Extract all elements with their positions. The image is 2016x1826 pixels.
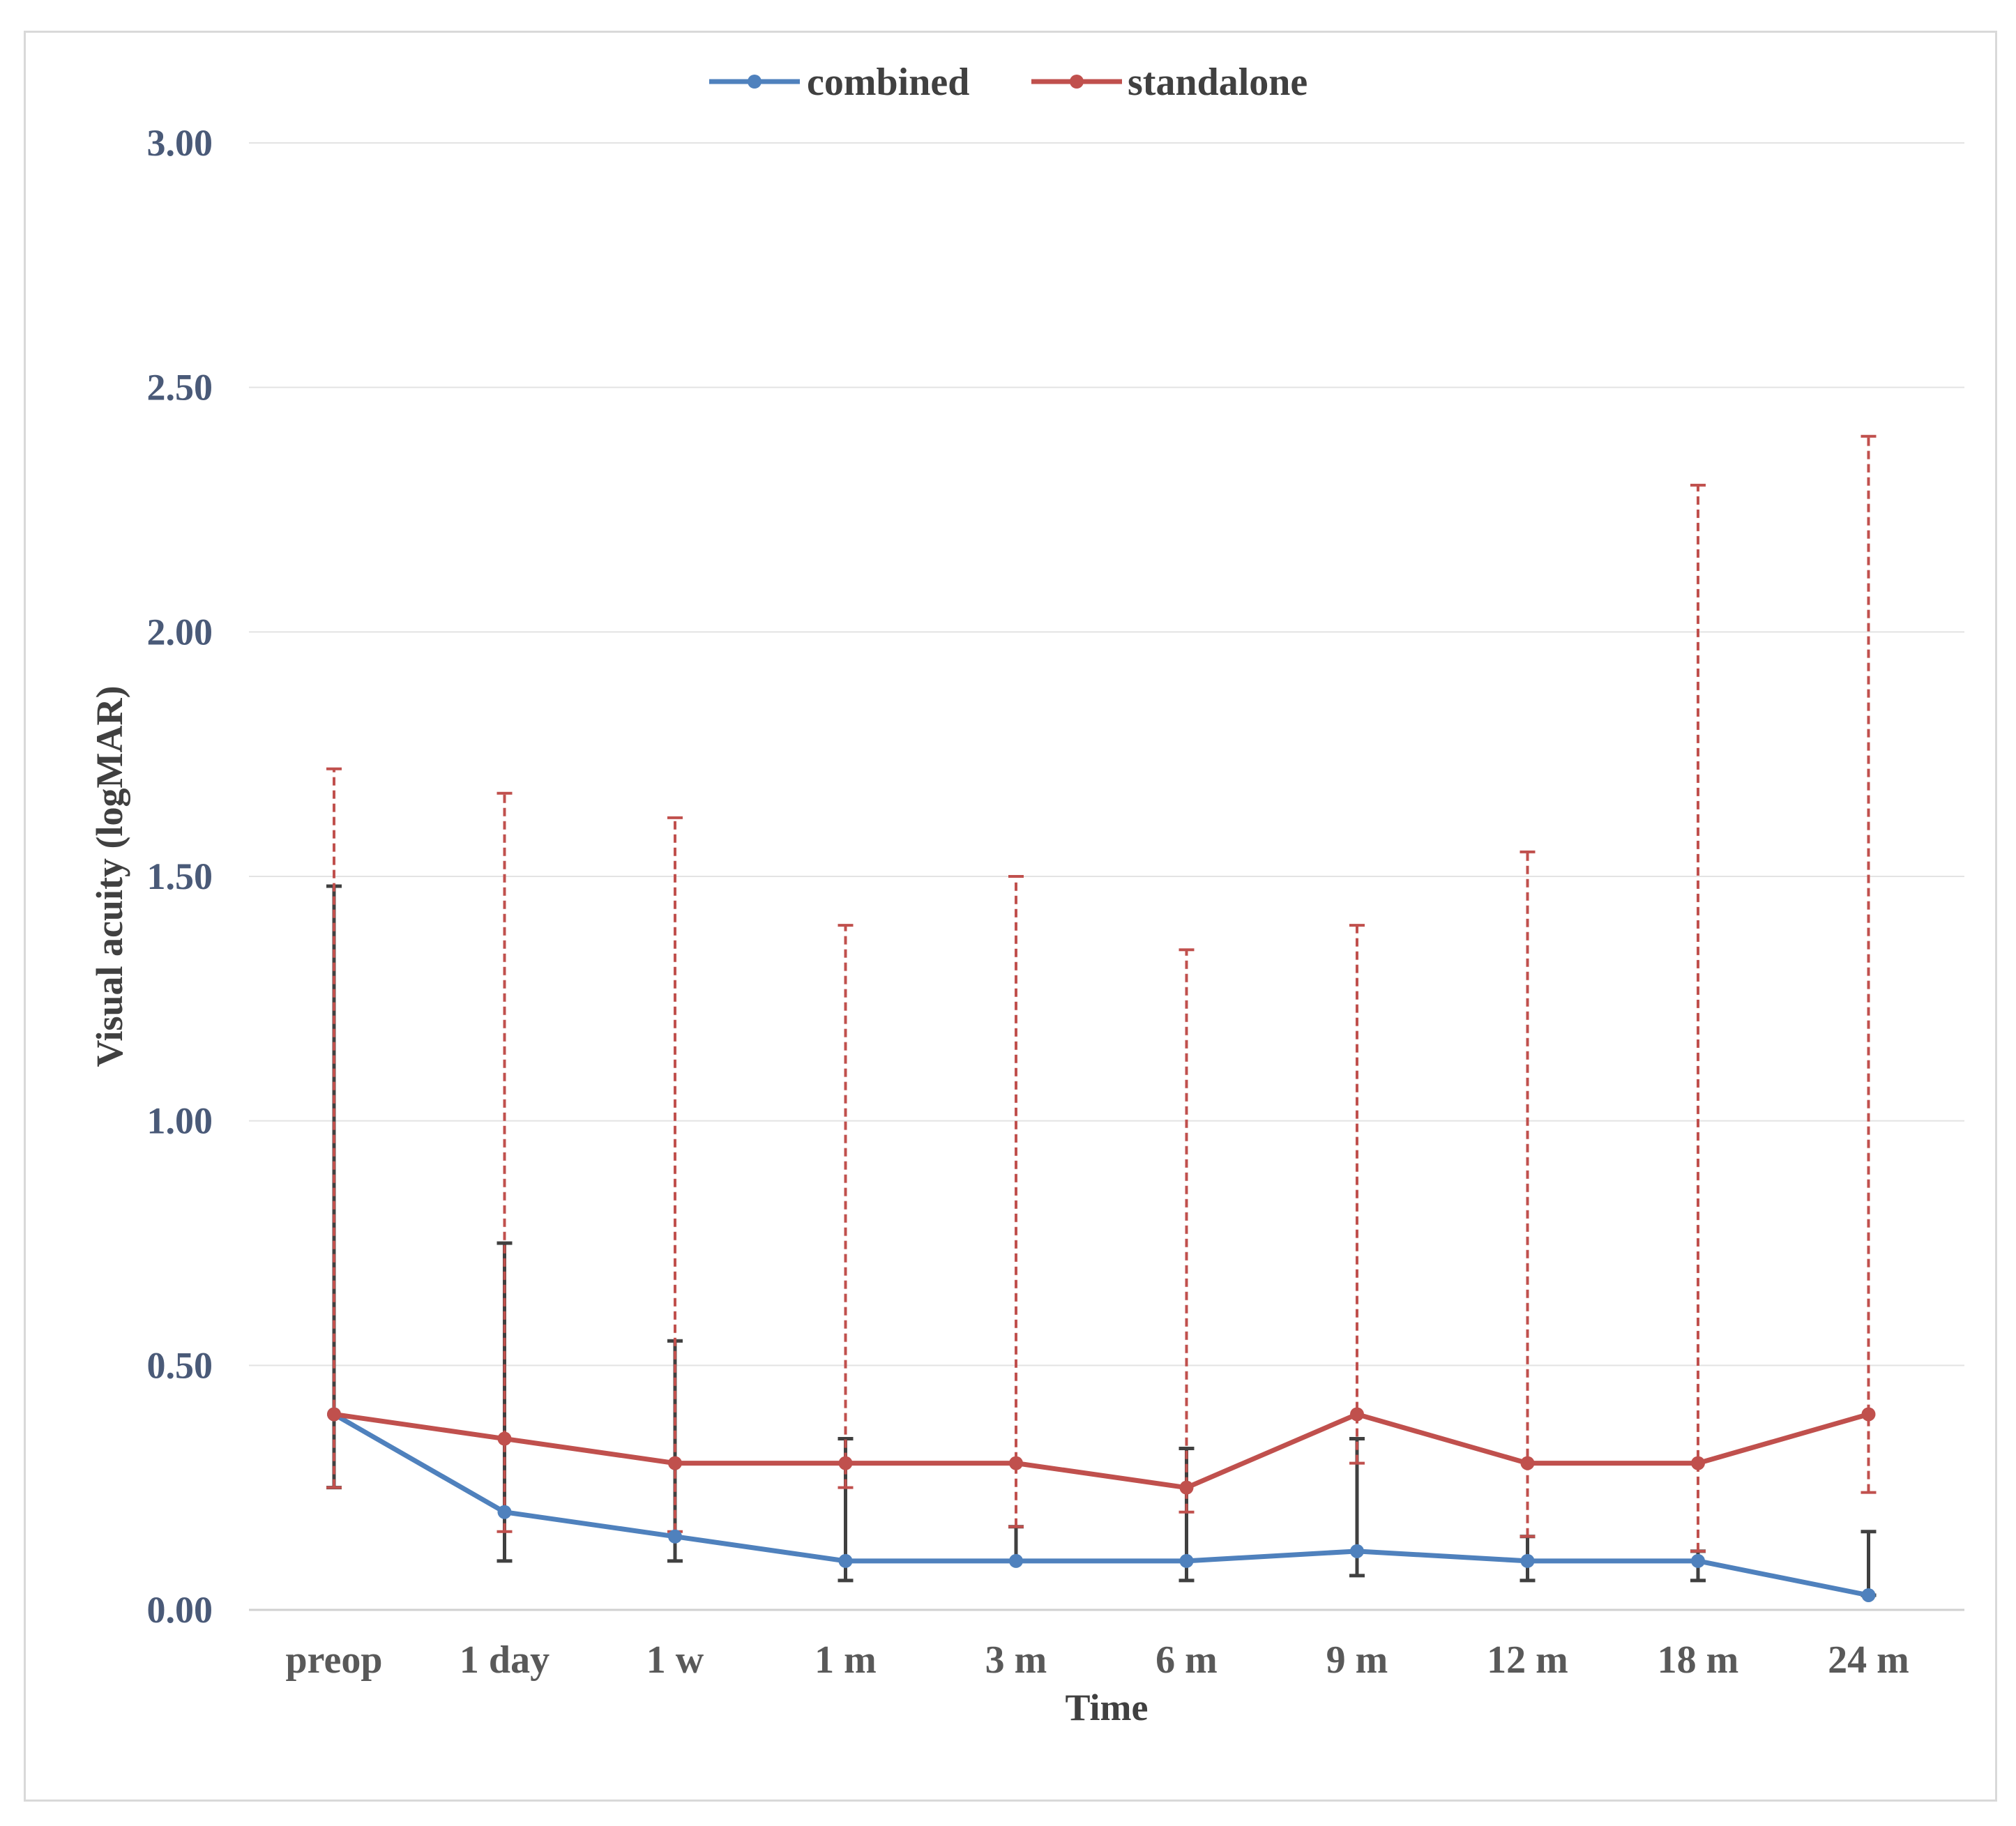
legend-marker-combined [748,75,761,89]
data-point-combined [497,1505,512,1519]
y-tick-label: 3.00 [147,122,213,164]
x-tick-label: 6 m [1155,1638,1218,1682]
legend: combined standalone [709,61,1308,104]
legend-label-standalone: standalone [1128,61,1308,104]
data-point-combined [1350,1544,1364,1558]
x-tick-label: preop [286,1638,383,1682]
y-tick-label: 1.00 [147,1100,213,1142]
grid-lines [249,142,1964,1611]
series-lines [331,1411,1871,1598]
y-tick-label: 0.50 [147,1344,213,1386]
data-point-standalone [838,1456,853,1470]
data-point-standalone [668,1456,682,1470]
x-tick-label: 3 m [985,1638,1047,1682]
x-tick-label: 1 day [460,1638,550,1682]
legend-label-combined: combined [807,61,969,104]
chart-frame: 0.00 0.50 1.00 1.50 2.00 2.50 3.00 preop 1 day 1… [24,31,1997,1802]
data-point-combined [1520,1553,1535,1568]
x-tick-label: 1 m [814,1638,877,1682]
x-tick-label: 1 w [646,1638,704,1682]
y-tick-label: 0.00 [147,1589,213,1631]
y-tick-label: 2.50 [147,367,213,409]
x-tick-label: 12 m [1487,1638,1568,1682]
x-tick-label: 24 m [1828,1638,1909,1682]
data-point-standalone [1179,1480,1194,1495]
data-point-standalone [1861,1407,1876,1422]
x-tick-label: 9 m [1326,1638,1388,1682]
y-tick-label: 2.00 [147,611,213,653]
data-point-combined [1691,1553,1705,1568]
data-point-standalone [1520,1456,1535,1470]
series-line-combined [331,1411,1871,1598]
y-axis-title: Visual acuity (logMAR) [89,686,130,1067]
line-chart: 0.00 0.50 1.00 1.50 2.00 2.50 3.00 preop 1 day 1… [89,61,1964,1728]
x-axis-ticks: preop 1 day 1 w 1 m 3 m 6 m 9 m 12 m 18 m 24 m [286,1638,1909,1682]
data-point-combined [838,1553,853,1568]
legend-marker-standalone [1070,75,1084,89]
data-point-combined [1009,1553,1023,1568]
error-bars [326,434,1877,1597]
x-axis-title: Time [1066,1687,1149,1728]
data-point-standalone [497,1431,512,1446]
data-point-combined [1861,1588,1876,1602]
y-axis-ticks: 0.00 0.50 1.00 1.50 2.00 2.50 3.00 [147,122,213,1631]
series-points [327,1407,1876,1602]
data-point-standalone [1350,1407,1364,1422]
data-point-standalone [1691,1456,1705,1470]
y-tick-label: 1.50 [147,855,213,897]
data-point-combined [668,1529,682,1544]
series-line-standalone [331,1411,1871,1491]
data-point-standalone [327,1407,341,1422]
data-point-standalone [1009,1456,1023,1470]
x-tick-label: 18 m [1658,1638,1739,1682]
data-point-combined [1179,1553,1194,1568]
